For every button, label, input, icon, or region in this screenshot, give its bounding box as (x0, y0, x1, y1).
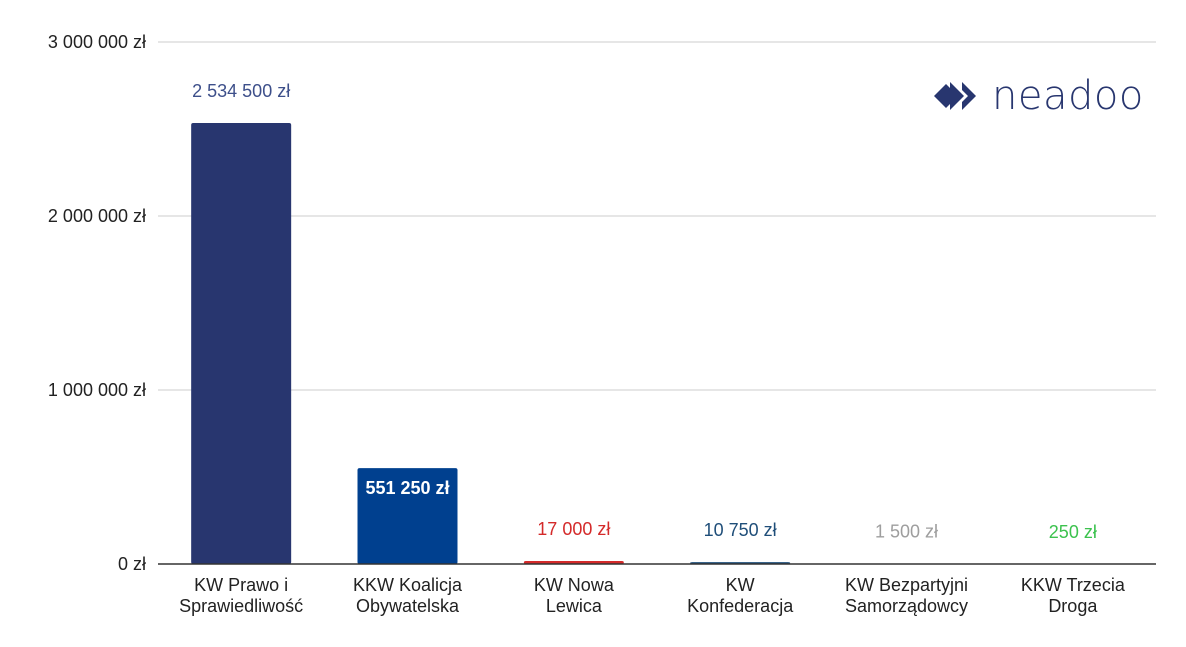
y-axis-tick-labels: 0 zł 1 000 000 zł 2 000 000 zł 3 000 000 zł (48, 32, 146, 574)
y-tick-label: 3 000 000 zł (48, 32, 146, 52)
category-label-line: KW Bezpartyjni (845, 575, 968, 595)
data-labels: 2 534 500 zł 551 250 zł 17 000 zł 10 750 zł… (192, 81, 1097, 542)
data-label: 2 534 500 zł (192, 81, 290, 101)
category-label-line: KKW Koalicja (353, 575, 463, 595)
data-label: 551 250 zł (365, 478, 449, 498)
category-label-line: Sprawiedliwość (179, 596, 303, 616)
logo-wordmark: neadoo (992, 73, 1144, 119)
category-label-line: Konfederacja (687, 596, 794, 616)
data-label: 250 zł (1049, 522, 1097, 542)
neadoo-logo: neadoo (932, 66, 1144, 126)
data-label: 1 500 zł (875, 522, 938, 542)
category-label-line: KW (726, 575, 755, 595)
y-tick-label: 1 000 000 zł (48, 380, 146, 400)
category-label-line: Lewica (546, 596, 603, 616)
y-tick-label: 2 000 000 zł (48, 206, 146, 226)
category-label-line: KKW Trzecia (1021, 575, 1126, 595)
category-labels: KW Prawo i Sprawiedliwość KKW Koalicja Obyw… (179, 575, 1126, 616)
category-label: KKW Koalicja Obywatelska (353, 575, 463, 616)
y-tick-label: 0 zł (118, 554, 146, 574)
bar (357, 468, 458, 564)
category-label-line: KW Prawo i (194, 575, 288, 595)
data-label: 10 750 zł (704, 520, 777, 540)
category-label: KW Nowa Lewica (534, 575, 615, 616)
bar (191, 122, 292, 564)
double-chevron-icon (934, 82, 976, 110)
gridlines (158, 41, 1156, 391)
category-label: KW Prawo i Sprawiedliwość (179, 575, 303, 616)
data-label: 17 000 zł (537, 519, 610, 539)
bars (191, 122, 1123, 564)
category-label-line: Obywatelska (356, 596, 460, 616)
category-label-line: KW Nowa (534, 575, 615, 595)
category-label: KKW Trzecia Droga (1021, 575, 1126, 616)
category-label: KW Konfederacja (687, 575, 794, 616)
category-label-line: Droga (1048, 596, 1098, 616)
category-label: KW Bezpartyjni Samorządowcy (845, 575, 968, 616)
category-label-line: Samorządowcy (845, 596, 968, 616)
